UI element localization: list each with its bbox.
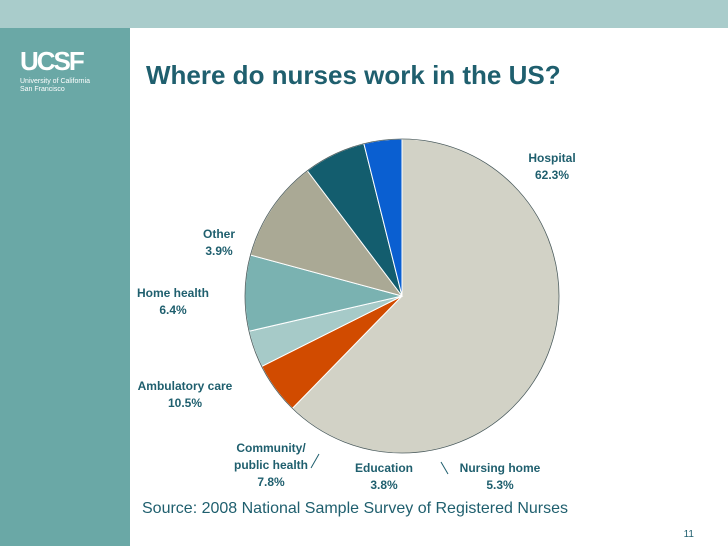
pie-chart: Hospital 62.3% Nursing home 5.3% Education 3.… — [137, 138, 576, 492]
slice-label-other: Other 3.9% — [203, 227, 235, 258]
slice-label-community-public-health: Community/public health 7.8% — [234, 441, 308, 489]
logo-line1: University of California — [20, 78, 91, 85]
slice-label-ambulatory-care: Ambulatory care 10.5% — [138, 379, 233, 410]
leader-line-nursing-home — [440, 461, 449, 475]
sidebar — [0, 28, 130, 546]
slice-label-home-health: Home health 6.4% — [137, 286, 209, 317]
slice-label-hospital: Hospital 62.3% — [528, 151, 575, 182]
slice-label-education: Education 3.8% — [355, 461, 413, 492]
content-area: Where do nurses work in the US? Hospital… — [130, 28, 728, 546]
source-note: Source: 2008 National Sample Survey of R… — [142, 500, 568, 517]
page-title: Where do nurses work in the US? — [146, 60, 561, 90]
ucsf-logo: UCSF University of California San Franci… — [20, 48, 130, 98]
pie-outline — [244, 138, 560, 454]
slice-label-nursing-home: Nursing home 5.3% — [460, 461, 541, 492]
logo-line2: San Francisco — [20, 86, 65, 93]
logo-mark: UCSF — [20, 46, 85, 76]
leader-line-community — [310, 453, 320, 469]
top-band — [0, 0, 728, 28]
page-number: 11 — [683, 529, 694, 540]
